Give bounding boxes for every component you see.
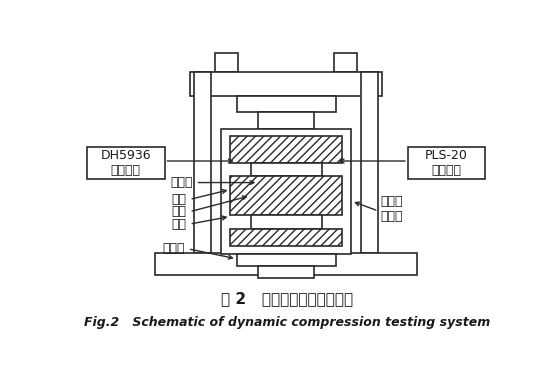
Bar bbox=[230, 136, 342, 163]
Text: 图 2   动态压缩试验系统示意: 图 2 动态压缩试验系统示意 bbox=[221, 291, 353, 306]
Text: 夹具: 夹具 bbox=[171, 193, 186, 206]
Bar bbox=[250, 215, 322, 229]
Bar bbox=[230, 176, 342, 215]
Bar bbox=[215, 53, 238, 73]
Bar bbox=[237, 96, 336, 113]
Bar bbox=[361, 73, 379, 253]
Bar bbox=[250, 163, 322, 176]
Text: 高低温
环境箱: 高低温 环境箱 bbox=[380, 195, 403, 223]
Text: 上夹头: 上夹头 bbox=[170, 176, 193, 189]
Text: 试样: 试样 bbox=[171, 205, 186, 218]
Bar bbox=[258, 113, 314, 129]
Text: 下夹头: 下夹头 bbox=[162, 242, 185, 255]
Bar bbox=[87, 147, 165, 180]
Bar bbox=[190, 73, 382, 96]
Text: DH5936
测试系统: DH5936 测试系统 bbox=[100, 149, 151, 177]
Text: PLS-20
控制软件: PLS-20 控制软件 bbox=[425, 149, 468, 177]
Bar bbox=[237, 254, 336, 267]
Text: Fig.2   Schematic of dynamic compression testing system: Fig.2 Schematic of dynamic compression t… bbox=[84, 316, 490, 329]
Bar bbox=[194, 73, 211, 253]
Bar bbox=[221, 129, 351, 254]
Text: 夹具: 夹具 bbox=[171, 218, 186, 230]
Bar bbox=[155, 253, 417, 275]
Bar bbox=[258, 267, 314, 278]
Bar bbox=[408, 147, 486, 180]
Bar bbox=[230, 229, 342, 247]
Bar bbox=[334, 53, 357, 73]
